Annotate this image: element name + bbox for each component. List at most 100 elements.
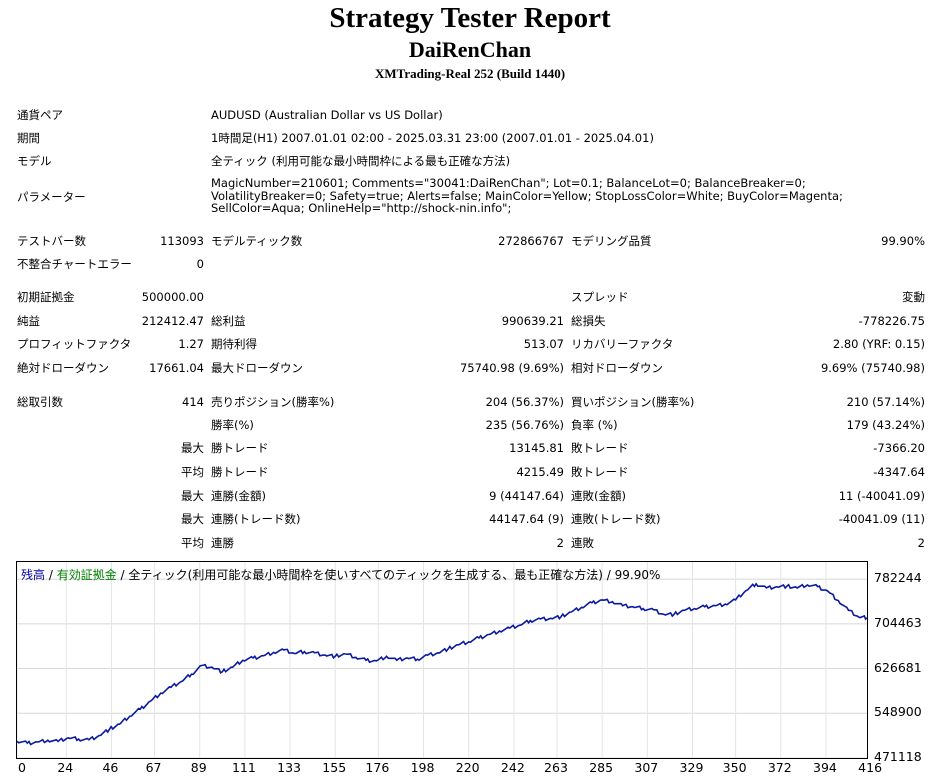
symbol-label: 通貨ペア bbox=[17, 108, 63, 122]
avg-cons-win-value: 2 bbox=[556, 536, 564, 550]
report-title: Strategy Tester Report bbox=[329, 2, 611, 34]
win-rate-label: 勝率(%) bbox=[211, 418, 254, 432]
quality-value: 99.90% bbox=[881, 234, 925, 248]
expected-payoff-value: 513.07 bbox=[523, 337, 564, 351]
x-tick-label: 46 bbox=[102, 760, 119, 775]
gross-profit-value: 990639.21 bbox=[501, 314, 564, 328]
win-rate-value: 235 (56.76%) bbox=[485, 418, 564, 432]
x-tick-label: 307 bbox=[634, 760, 659, 775]
avg-win-value: 4215.49 bbox=[516, 465, 564, 479]
y-tick-label: 626681 bbox=[874, 659, 922, 675]
parameters-label: パラメーター bbox=[17, 190, 86, 204]
max-cons-amt-prefix: 最大 bbox=[181, 489, 204, 503]
ea-name: DaiRenChan bbox=[408, 37, 532, 62]
net-profit-label: 純益 bbox=[17, 314, 40, 328]
x-tick-label: 285 bbox=[589, 760, 614, 775]
avg-loss-value: -4347.64 bbox=[873, 465, 925, 479]
cons-win-amt-value: 9 (44147.64) bbox=[489, 489, 564, 503]
period-label: 期間 bbox=[17, 131, 40, 145]
cons-loss-cnt-value: -40041.09 (11) bbox=[838, 512, 925, 526]
model-value: 全ティック (利用可能な最小時間枠による最も正確な方法) bbox=[211, 154, 511, 168]
y-tick-label: 548900 bbox=[874, 704, 922, 720]
max-drawdown-label: 最大ドローダウン bbox=[211, 361, 303, 375]
y-tick-label: 704463 bbox=[874, 614, 922, 630]
x-tick-label: 220 bbox=[455, 760, 480, 775]
rel-drawdown-value: 9.69% (75740.98) bbox=[820, 361, 925, 375]
cons-loss-cnt-label: 連敗(トレード数) bbox=[571, 512, 661, 526]
x-tick-label: 89 bbox=[190, 760, 207, 775]
largest-win-value: 13145.81 bbox=[509, 441, 564, 455]
profit-factor-label: プロフィットファクタ bbox=[17, 337, 132, 351]
bars-value: 113093 bbox=[160, 234, 204, 248]
x-tick-label: 155 bbox=[322, 760, 347, 775]
balance-chart-plot bbox=[17, 562, 867, 758]
balance-chart bbox=[16, 561, 868, 759]
avg-win-label: 勝トレード bbox=[211, 465, 269, 479]
net-profit-value: 212412.47 bbox=[141, 314, 204, 328]
spread-value: 変動 bbox=[902, 290, 925, 304]
spread-label: スプレッド bbox=[571, 290, 629, 304]
profit-factor-value: 1.27 bbox=[178, 337, 204, 351]
quality-label: モデリング品質 bbox=[571, 234, 652, 248]
avg-cons-prefix: 平均 bbox=[181, 536, 204, 550]
gross-profit-label: 総利益 bbox=[211, 314, 246, 328]
deposit-value: 500000.00 bbox=[141, 290, 204, 304]
bars-label: テストバー数 bbox=[17, 234, 86, 248]
x-tick-label: 111 bbox=[231, 760, 256, 775]
chart-legend: 残高 / 有効証拠金 / 全ティック(利用可能な最小時間枠を使いすべてのティック… bbox=[21, 566, 660, 583]
avg-cons-loss-label: 連敗 bbox=[571, 536, 594, 550]
loss-rate-value: 179 (43.24%) bbox=[846, 418, 925, 432]
recovery-factor-label: リカバリーファクタ bbox=[571, 337, 674, 351]
legend-separator: / bbox=[45, 568, 57, 582]
short-positions-value: 204 (56.37%) bbox=[485, 395, 564, 409]
total-trades-label: 総取引数 bbox=[17, 395, 63, 409]
x-tick-label: 198 bbox=[410, 760, 435, 775]
largest-loss-label: 敗トレード bbox=[571, 441, 629, 455]
y-tick-label: 782244 bbox=[874, 570, 922, 586]
avg-cons-loss-value: 2 bbox=[917, 536, 925, 550]
legend-description: / 全ティック(利用可能な最小時間枠を使いすべてのティックを生成する、最も正確な… bbox=[116, 568, 661, 582]
avg-loss-label: 敗トレード bbox=[571, 465, 629, 479]
x-tick-label: 133 bbox=[277, 760, 301, 775]
y-tick-label: 471118 bbox=[874, 749, 922, 764]
x-tick-label: 416 bbox=[858, 760, 883, 775]
balance-series-line bbox=[17, 582, 867, 746]
long-positions-label: 買いポジション(勝率%) bbox=[571, 395, 695, 409]
legend-balance: 残高 bbox=[21, 568, 46, 582]
recovery-factor-value: 2.80 (YRF: 0.15) bbox=[832, 337, 925, 351]
x-tick-label: 350 bbox=[722, 760, 747, 775]
max-cons-cnt-prefix: 最大 bbox=[181, 512, 204, 526]
expected-payoff-label: 期待利得 bbox=[211, 337, 257, 351]
gross-loss-label: 総損失 bbox=[571, 314, 606, 328]
parameters-value: MagicNumber=210601; Comments="30041:DaiR… bbox=[211, 176, 843, 215]
period-value: 1時間足(H1) 2007.01.01 02:00 - 2025.03.31 2… bbox=[211, 131, 654, 145]
x-tick-label: 263 bbox=[544, 760, 568, 775]
x-tick-label: 242 bbox=[500, 760, 525, 775]
cons-win-cnt-label: 連勝(トレード数) bbox=[211, 512, 301, 526]
ticks-label: モデルティック数 bbox=[211, 234, 303, 248]
symbol-value: AUDUSD (Australian Dollar vs US Dollar) bbox=[211, 108, 443, 122]
ticks-value: 272866767 bbox=[498, 234, 564, 248]
rel-drawdown-label: 相対ドローダウン bbox=[571, 361, 663, 375]
x-tick-label: 329 bbox=[679, 760, 704, 775]
x-tick-label: 372 bbox=[767, 760, 792, 775]
abs-drawdown-value: 17661.04 bbox=[149, 361, 204, 375]
avg-cons-win-label: 連勝 bbox=[211, 536, 234, 550]
cons-win-amt-label: 連勝(金額) bbox=[211, 489, 266, 503]
mismatch-value: 0 bbox=[196, 257, 204, 271]
x-tick-label: 24 bbox=[57, 760, 74, 775]
largest-win-label: 勝トレード bbox=[211, 441, 269, 455]
largest-loss-value: -7366.20 bbox=[873, 441, 925, 455]
x-tick-label: 176 bbox=[365, 760, 390, 775]
abs-drawdown-label: 絶対ドローダウン bbox=[17, 361, 109, 375]
cons-loss-amt-label: 連敗(金額) bbox=[571, 489, 626, 503]
average-prefix: 平均 bbox=[181, 465, 204, 479]
loss-rate-label: 負率 (%) bbox=[571, 418, 618, 432]
total-trades-value: 414 bbox=[182, 395, 204, 409]
server-name: XMTrading-Real 252 (Build 1440) bbox=[374, 66, 566, 81]
cons-win-cnt-value: 44147.64 (9) bbox=[489, 512, 564, 526]
legend-equity: 有効証拠金 bbox=[56, 568, 117, 582]
cons-loss-amt-value: 11 (-40041.09) bbox=[838, 489, 925, 503]
gross-loss-value: -778226.75 bbox=[858, 314, 925, 328]
long-positions-value: 210 (57.14%) bbox=[846, 395, 925, 409]
